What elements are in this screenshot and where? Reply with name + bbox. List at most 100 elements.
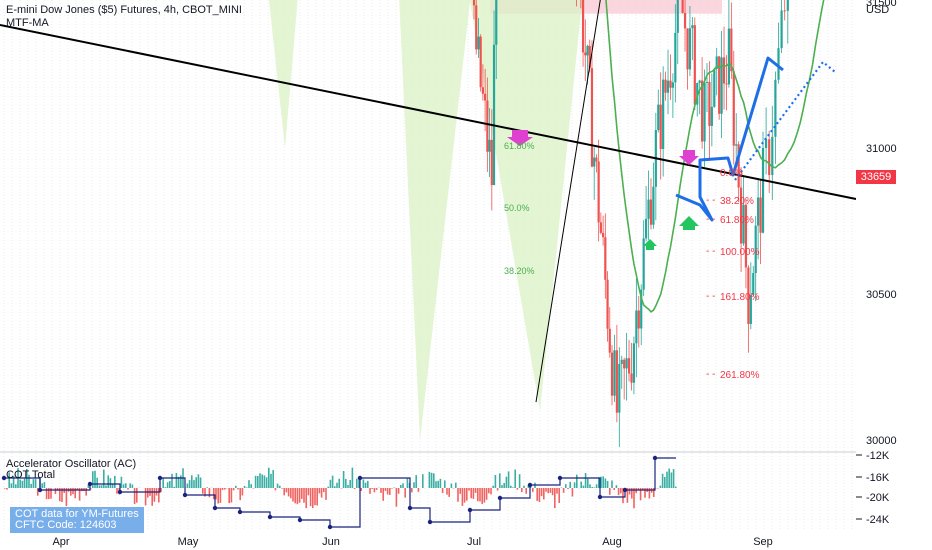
oscillator-bar xyxy=(351,467,354,488)
candle-body xyxy=(761,147,765,233)
oscillator-bar xyxy=(114,475,116,488)
oscillator-bar xyxy=(265,477,268,488)
price-axis-bg xyxy=(856,0,932,550)
oscillator-bar xyxy=(551,488,554,496)
oscillator-bar xyxy=(538,488,541,502)
oscillator-bar xyxy=(384,488,387,491)
oscillator-bar xyxy=(470,488,472,499)
oscillator-bar xyxy=(417,488,420,492)
cot-point xyxy=(237,509,243,515)
fib-label-right: 261.80% xyxy=(720,370,760,381)
candle-body xyxy=(618,363,621,413)
oscillator-bar xyxy=(279,485,281,488)
oscillator-bar xyxy=(591,487,593,488)
cot-info-line2: CFTC Code: 124603 xyxy=(15,519,117,531)
oscillator-bar xyxy=(19,479,21,488)
candle-body xyxy=(642,238,645,290)
candle-body xyxy=(490,139,493,186)
oscillator-bar xyxy=(668,468,670,488)
candle-body xyxy=(676,0,679,33)
fib-label-right: 61.80% xyxy=(720,215,754,226)
osc-tick-label: -20K xyxy=(866,492,890,504)
oscillator-bar xyxy=(296,488,299,505)
cot-point xyxy=(87,481,93,487)
oscillator-bar xyxy=(166,482,169,488)
oscillator-bar xyxy=(441,488,444,493)
cot-total-label: COT Total xyxy=(6,469,56,481)
candle-body xyxy=(472,0,476,6)
oscillator-bar xyxy=(96,477,98,488)
oscillator-bar xyxy=(602,476,604,488)
oscillator-bar xyxy=(353,488,356,489)
oscillator-bar xyxy=(208,488,211,498)
candle-body xyxy=(777,48,780,80)
oscillator-bar xyxy=(41,483,43,488)
oscillator-bar xyxy=(76,488,79,491)
oscillator-bar xyxy=(243,485,246,488)
oscillator-bar xyxy=(481,488,483,504)
price-tick-label: 31500 xyxy=(866,0,897,9)
oscillator-bar xyxy=(389,488,391,495)
oscillator-bar xyxy=(595,484,598,488)
oscillator-bar xyxy=(109,478,112,488)
oscillator-bar xyxy=(477,488,479,502)
oscillator-bar xyxy=(580,481,582,488)
oscillator-bar xyxy=(136,488,138,503)
oscillator-bar xyxy=(562,488,565,493)
oscillator-bar xyxy=(543,488,545,500)
oscillator-bar xyxy=(85,488,87,496)
oscillator-bar xyxy=(367,480,369,488)
fib-dash-right: - - xyxy=(706,246,715,257)
candle-body xyxy=(703,82,706,142)
oscillator-bar xyxy=(536,488,538,501)
ascending-trendline xyxy=(535,0,601,403)
oscillator-bar xyxy=(89,488,92,490)
current-price-label: 33659 xyxy=(856,170,896,184)
candle-body xyxy=(759,197,762,233)
oscillator-bar xyxy=(283,488,285,496)
oscillator-bar xyxy=(107,475,109,488)
candle-body xyxy=(686,28,689,70)
candle-body xyxy=(674,32,677,83)
candle-body xyxy=(786,0,789,11)
oscillator-bar xyxy=(518,474,521,488)
oscillator-bar xyxy=(375,488,378,490)
oscillator-bar xyxy=(479,488,481,502)
oscillator-bar xyxy=(600,476,602,488)
oscillator-bar xyxy=(402,483,404,488)
oscillator-bar xyxy=(437,480,439,488)
candle-body xyxy=(581,0,585,53)
oscillator-bar xyxy=(512,487,514,488)
oscillator-bar xyxy=(239,488,241,501)
oscillator-bar xyxy=(516,488,519,490)
oscillator-bar xyxy=(362,479,365,488)
oscillator-bar xyxy=(162,478,164,488)
oscillator-bar xyxy=(43,482,46,488)
oscillator-bar xyxy=(292,488,294,502)
oscillator-bar xyxy=(589,484,591,488)
oscillator-bar xyxy=(270,473,272,488)
candle-body xyxy=(662,79,665,149)
oscillator-bar xyxy=(613,488,615,490)
ma-green-line xyxy=(605,0,825,313)
price-tick-label: 31000 xyxy=(866,143,897,155)
osc-tick-label: -16K xyxy=(866,472,890,484)
oscillator-bar xyxy=(191,475,193,488)
candle-body xyxy=(708,81,711,126)
candle-body xyxy=(481,87,485,94)
oscillator-bar xyxy=(37,488,39,496)
oscillator-bar xyxy=(411,488,413,493)
indicator-label: MTF-MA xyxy=(6,17,49,29)
oscillator-bar xyxy=(488,488,490,494)
candle-body xyxy=(730,28,733,72)
candle-body xyxy=(693,25,696,105)
oscillator-bar xyxy=(338,478,340,488)
candle-body xyxy=(637,310,640,329)
oscillator-bar xyxy=(173,486,175,488)
oscillator-bar xyxy=(294,488,296,504)
oscillator-bar xyxy=(567,488,569,490)
fib-dash-right: - - xyxy=(706,195,715,206)
oscillator-bar xyxy=(314,488,316,506)
oscillator-bar xyxy=(609,488,611,495)
